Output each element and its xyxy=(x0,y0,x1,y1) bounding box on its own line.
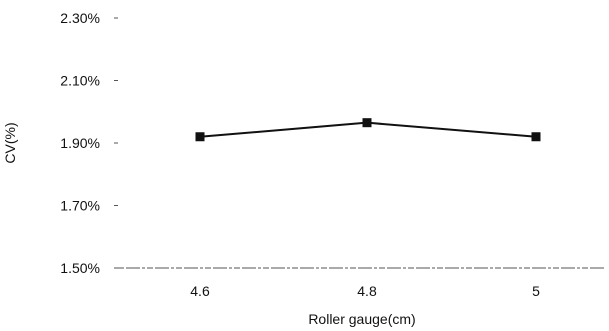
x-tick-label: 4.8 xyxy=(357,283,377,299)
series-group xyxy=(195,118,541,142)
y-tick-label: 1.90% xyxy=(60,135,100,151)
y-tick-label: 2.10% xyxy=(60,73,100,89)
x-tick-label: 4.6 xyxy=(190,283,210,299)
y-axis-ticks: 2.30% 2.10% 1.90% 1.70% 1.50% xyxy=(60,10,118,276)
y-tick-label: 2.30% xyxy=(60,10,100,26)
data-point-marker xyxy=(531,132,541,142)
x-axis-title: Roller gauge(cm) xyxy=(308,311,415,327)
y-axis-title: CV(%) xyxy=(2,122,18,163)
x-tick-label: 5 xyxy=(532,283,540,299)
data-point-marker xyxy=(362,118,372,128)
y-tick-label: 1.50% xyxy=(60,260,100,276)
x-axis-ticks: 4.6 4.8 5 xyxy=(190,283,540,299)
data-point-marker xyxy=(195,132,205,142)
y-tick-label: 1.70% xyxy=(60,198,100,214)
